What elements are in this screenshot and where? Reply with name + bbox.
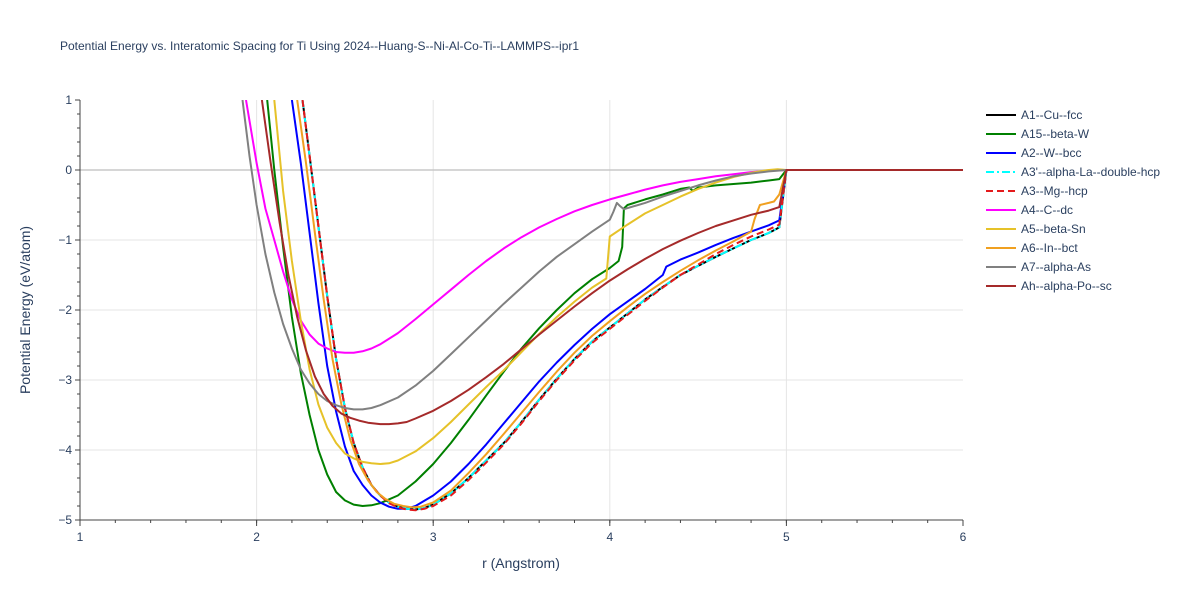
x-axis-label: r (Angstrom) [482, 555, 560, 571]
y-axis-label: Potential Energy (eV/atom) [17, 226, 33, 394]
x-tick-label: 4 [606, 530, 613, 544]
y-tick-label: −1 [58, 233, 72, 247]
series-line-a5-beta-sn [273, 100, 963, 465]
series-line-a6-in-bct [296, 100, 963, 509]
legend-label: A3'--alpha-La--double-hcp [1021, 165, 1160, 179]
legend-label: A7--alpha-As [1021, 260, 1091, 274]
series-line-a7-alpha-as [241, 100, 963, 411]
legend-label: A4--C--dc [1021, 203, 1073, 217]
y-tick-label: −2 [58, 303, 72, 317]
legend-item-ah-alpha-po-sc[interactable]: Ah--alpha-Po--sc [986, 279, 1112, 293]
x-tick-label: 3 [430, 530, 437, 544]
legend-item-a6-in-bct[interactable]: A6--In--bct [986, 241, 1078, 255]
legend-label: A5--beta-Sn [1021, 222, 1086, 236]
y-tick-label: 1 [65, 93, 72, 107]
series-lines [241, 100, 963, 512]
axes: 1 2 3 4 5 6 −5 −4 −3 −2 −1 0 1 [58, 93, 966, 544]
x-tick-label: 6 [960, 530, 967, 544]
chart-title: Potential Energy vs. Interatomic Spacing… [60, 39, 579, 53]
legend-item-a5-beta-sn[interactable]: A5--beta-Sn [986, 222, 1086, 236]
series-line-a3-alpha-la-double-hcp [301, 100, 963, 511]
legend-item-a3-alpha-la-double-hcp[interactable]: A3'--alpha-La--double-hcp [986, 165, 1160, 179]
series-line-a3-mg-hcp [301, 100, 963, 512]
legend-label: A6--In--bct [1021, 241, 1078, 255]
x-tick-label: 1 [77, 530, 84, 544]
y-tick-label: −4 [58, 443, 72, 457]
legend-label: Ah--alpha-Po--sc [1021, 279, 1112, 293]
y-tick-label: −3 [58, 373, 72, 387]
legend-label: A2--W--bcc [1021, 146, 1081, 160]
legend-item-a15-beta-w[interactable]: A15--beta-W [986, 127, 1090, 141]
grid [80, 100, 963, 520]
series-line-a15-beta-w [266, 100, 963, 507]
y-tick-label: 0 [65, 163, 72, 177]
x-tick-label: 2 [253, 530, 260, 544]
legend-item-a1-cu-fcc[interactable]: A1--Cu--fcc [986, 108, 1082, 122]
legend-label: A3--Mg--hcp [1021, 184, 1088, 198]
legend-item-a7-alpha-as[interactable]: A7--alpha-As [986, 260, 1091, 274]
x-tick-label: 5 [783, 530, 790, 544]
legend-item-a3-mg-hcp[interactable]: A3--Mg--hcp [986, 184, 1088, 198]
series-line-a4-c-dc [245, 100, 963, 354]
legend[interactable]: A1--Cu--fcc A15--beta-W A2--W--bcc A3'--alp… [986, 108, 1160, 293]
legend-item-a2-w-bcc[interactable]: A2--W--bcc [986, 146, 1081, 160]
legend-label: A1--Cu--fcc [1021, 108, 1082, 122]
series-line-a2-w-bcc [290, 100, 963, 510]
y-tick-label: −5 [58, 513, 72, 527]
series-line-a1-cu-fcc [301, 100, 963, 511]
legend-label: A15--beta-W [1021, 127, 1090, 141]
series-line-ah-alpha-po-sc [260, 100, 963, 426]
legend-item-a4-c-dc[interactable]: A4--C--dc [986, 203, 1073, 217]
